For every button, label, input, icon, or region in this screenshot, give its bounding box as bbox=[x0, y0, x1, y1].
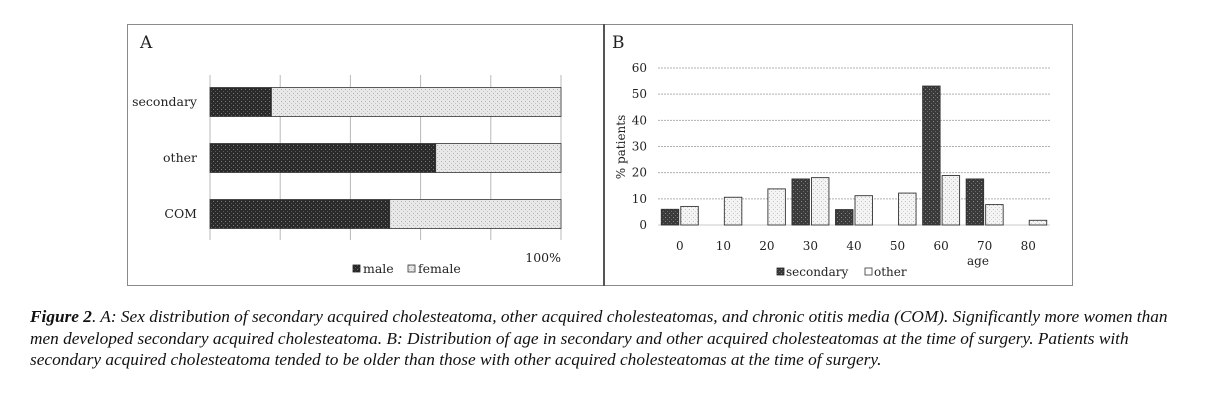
panel-b-x-tick-label: 70 bbox=[977, 239, 992, 253]
panel-a-bars bbox=[209, 87, 562, 229]
panel-b-y-tick-label: 40 bbox=[632, 113, 647, 127]
panel-b-x-ticks: 0 10 20 30 40 50 60 70 80 bbox=[676, 239, 1036, 253]
panel-b-x-tick-label: 10 bbox=[716, 239, 731, 253]
panel-a-category-label: COM bbox=[164, 206, 197, 221]
panel-b-y-tick-label: 50 bbox=[632, 87, 647, 101]
panel-b-gridlines bbox=[658, 67, 1050, 226]
panel-b-bars bbox=[660, 85, 1048, 226]
panel-a-category-labels: secondary other COM bbox=[132, 94, 198, 221]
panel-b-bar-other bbox=[723, 196, 743, 226]
legend-secondary-label: secondary bbox=[786, 265, 849, 279]
panel-b-bar-other bbox=[767, 188, 786, 226]
panel-b-bar-other bbox=[898, 192, 917, 226]
panel-b-label: B bbox=[612, 33, 625, 53]
legend-male-swatch bbox=[352, 264, 361, 273]
panel-b-x-tick-label: 80 bbox=[1021, 239, 1036, 253]
panel-b-x-tick-label: 20 bbox=[759, 239, 774, 253]
panel-a-category-label: secondary bbox=[132, 94, 198, 109]
caption-figure-label: Figure 2 bbox=[30, 307, 92, 326]
figure-frame bbox=[127, 24, 1073, 286]
panel-b-legend: secondary other bbox=[776, 265, 907, 279]
legend-male-label: male bbox=[363, 261, 394, 276]
panel-a-bar-male bbox=[209, 199, 391, 229]
panel-b-y-axis-label: % patients bbox=[614, 115, 628, 180]
panel-b-x-tick-label: 30 bbox=[803, 239, 818, 253]
legend-female-label: female bbox=[418, 261, 461, 276]
panel-a-category-label: other bbox=[163, 150, 197, 165]
panel-divider bbox=[603, 24, 605, 286]
legend-other-swatch bbox=[864, 267, 873, 276]
panel-a-bar-female bbox=[271, 87, 562, 117]
panel-b-y-ticks: 0 10 20 30 40 50 60 bbox=[632, 61, 647, 232]
panel-a-label: A bbox=[139, 33, 153, 53]
panel-a-legend: male female bbox=[352, 261, 461, 276]
panel-b-bar-other bbox=[985, 204, 1004, 226]
panel-b-y-tick-label: 60 bbox=[632, 61, 647, 75]
legend-secondary-swatch bbox=[776, 267, 785, 276]
panel-a-bar-female bbox=[435, 143, 562, 173]
panel-b-bar-other bbox=[680, 205, 699, 226]
panel-a-bar-female bbox=[389, 199, 562, 229]
legend-other-label: other bbox=[874, 265, 907, 279]
panel-b-x-tick-label: 50 bbox=[890, 239, 905, 253]
panel-a-bar-male bbox=[209, 87, 272, 117]
panel-b-bar-secondary bbox=[835, 209, 854, 226]
panel-b-bar-other bbox=[854, 195, 873, 226]
panel-b-x-tick-label: 60 bbox=[933, 239, 948, 253]
panel-b-y-tick-label: 20 bbox=[632, 166, 647, 180]
panel-b-x-tick-label: 40 bbox=[846, 239, 861, 253]
panel-b-y-tick-label: 0 bbox=[639, 218, 647, 232]
panel-b-x-tick-label: 0 bbox=[676, 239, 684, 253]
panel-b-bar-secondary bbox=[965, 178, 985, 226]
panel-b-y-tick-label: 10 bbox=[632, 192, 647, 206]
panel-b-bar-other bbox=[941, 175, 961, 226]
panel-b-x-axis-label: age bbox=[967, 254, 989, 268]
panel-b-bar-other bbox=[1028, 219, 1048, 226]
legend-female-swatch bbox=[407, 264, 416, 273]
figure-charts: A secondary other COM 100% male female B %… bbox=[132, 33, 1050, 279]
caption-text: . A: Sex distribution of secondary acqui… bbox=[30, 307, 1168, 369]
panel-a-100-percent-label: 100% bbox=[525, 250, 561, 265]
panel-a-bar-male bbox=[209, 143, 437, 173]
panel-b-bar-secondary bbox=[791, 178, 810, 226]
panel-b-bar-secondary bbox=[660, 208, 680, 226]
panel-b-bar-secondary bbox=[922, 85, 941, 226]
panel-b-y-tick-label: 30 bbox=[632, 140, 647, 154]
figure-caption: Figure 2. A: Sex distribution of seconda… bbox=[30, 306, 1190, 371]
panel-b-bar-other bbox=[810, 177, 830, 226]
